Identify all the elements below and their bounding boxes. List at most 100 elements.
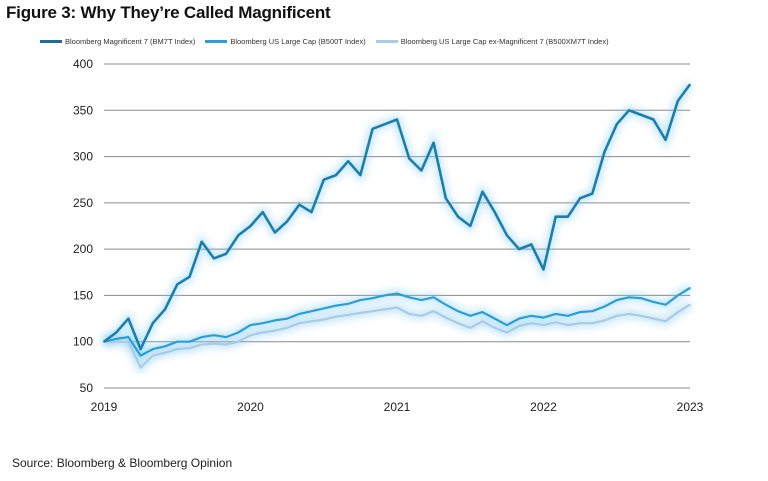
x-tick-label: 2023 xyxy=(677,400,704,414)
data-point-s2 xyxy=(200,343,203,346)
data-point-s2 xyxy=(640,314,642,317)
data-point-s1 xyxy=(542,316,545,319)
data-point-s1 xyxy=(249,324,252,326)
data-point-s1 xyxy=(591,310,594,312)
data-point-s1 xyxy=(188,340,191,343)
legend: Bloomberg Magnificent 7 (BM7T Index) Blo… xyxy=(40,37,609,46)
data-point-s1 xyxy=(408,296,411,299)
data-point-s1 xyxy=(506,324,508,326)
data-point-s2 xyxy=(628,313,630,315)
data-point-s0 xyxy=(554,215,557,218)
y-tick-label: 350 xyxy=(73,103,93,117)
data-point-s2 xyxy=(359,312,362,314)
data-point-s0 xyxy=(615,123,618,125)
data-point-s1 xyxy=(213,334,215,337)
x-tick-label: 2022 xyxy=(530,400,557,414)
data-point-s1 xyxy=(481,311,484,313)
data-point-s1 xyxy=(359,299,362,301)
data-point-s2 xyxy=(274,329,276,332)
data-point-s1 xyxy=(567,314,569,317)
data-point-s1 xyxy=(152,348,154,350)
legend-label: Bloomberg Magnificent 7 (BM7T Index) xyxy=(65,37,196,46)
data-point-s1 xyxy=(469,314,472,317)
data-point-s0 xyxy=(249,225,252,227)
data-point-s0 xyxy=(469,225,472,227)
data-point-s0 xyxy=(322,178,325,181)
data-point-s2 xyxy=(408,313,411,315)
legend-item-large-cap: Bloomberg US Large Cap (B500T Index) xyxy=(205,37,366,46)
data-point-s1 xyxy=(493,317,496,320)
data-point-s1 xyxy=(322,307,325,310)
data-point-s2 xyxy=(506,331,508,334)
data-point-s2 xyxy=(322,318,325,321)
series-glow-2 xyxy=(104,301,693,375)
data-point-s2 xyxy=(432,310,435,312)
data-point-s2 xyxy=(164,352,166,354)
data-point-s1 xyxy=(176,340,179,343)
data-point-s2 xyxy=(567,324,569,326)
legend-label: Bloomberg US Large Cap ex-Magnificent 7 … xyxy=(400,37,609,46)
y-tick-label: 150 xyxy=(73,288,93,302)
series-line-2 xyxy=(104,303,691,369)
data-point-s0 xyxy=(103,340,105,343)
data-point-s2 xyxy=(298,322,301,325)
data-point-s0 xyxy=(628,109,630,112)
legend-item-mag7: Bloomberg Magnificent 7 (BM7T Index) xyxy=(40,37,195,46)
source-note: Source: Bloomberg & Bloomberg Opinion xyxy=(12,456,233,470)
y-tick-label: 200 xyxy=(73,242,93,256)
data-point-s2 xyxy=(371,310,374,312)
data-point-s2 xyxy=(383,308,386,311)
data-point-s0 xyxy=(298,203,301,206)
data-point-s0 xyxy=(481,190,484,193)
data-point-s1 xyxy=(286,317,288,320)
data-point-s1 xyxy=(518,317,520,320)
data-point-s0 xyxy=(152,322,154,325)
data-point-s1 xyxy=(164,345,166,348)
legend-item-ex-mag7: Bloomberg US Large Cap ex-Magnificent 7 … xyxy=(375,37,609,46)
data-point-s0 xyxy=(676,100,679,102)
data-point-s0 xyxy=(457,215,459,218)
data-point-s2 xyxy=(591,322,594,325)
data-point-s2 xyxy=(689,303,691,306)
data-point-s1 xyxy=(603,305,606,308)
data-point-s1 xyxy=(310,310,313,312)
data-point-s0 xyxy=(506,234,508,237)
data-point-s0 xyxy=(408,157,411,160)
data-point-s1 xyxy=(676,294,679,297)
data-point-s0 xyxy=(591,192,594,195)
data-point-s0 xyxy=(127,317,130,320)
data-point-s1 xyxy=(139,354,142,357)
data-point-s1 xyxy=(432,296,435,299)
legend-swatch-ex-mag7 xyxy=(375,40,398,43)
data-point-s0 xyxy=(371,128,374,130)
data-point-s1 xyxy=(383,294,386,297)
y-tick-label: 400 xyxy=(73,57,93,71)
data-point-s0 xyxy=(579,197,581,200)
data-point-s0 xyxy=(652,118,655,121)
data-point-s0 xyxy=(286,220,288,223)
x-tick-label: 2021 xyxy=(384,400,411,414)
chart-title: Figure 3: Why They’re Called Magnificent xyxy=(6,3,331,22)
data-point-s0 xyxy=(261,211,264,213)
data-point-s1 xyxy=(554,313,557,315)
data-point-s2 xyxy=(457,322,459,325)
data-point-s1 xyxy=(127,336,130,338)
data-point-s1 xyxy=(274,319,276,322)
data-point-s2 xyxy=(615,314,618,317)
data-point-s1 xyxy=(347,302,349,305)
data-point-s2 xyxy=(188,347,191,349)
legend-swatch-large-cap xyxy=(205,40,228,43)
data-point-s2 xyxy=(225,343,227,346)
data-point-s2 xyxy=(603,319,606,322)
data-point-s2 xyxy=(249,334,252,337)
data-point-s1 xyxy=(115,338,118,340)
data-point-s2 xyxy=(213,342,215,345)
y-tick-label: 50 xyxy=(80,381,94,395)
data-point-s2 xyxy=(445,316,447,319)
y-tick-label: 100 xyxy=(73,335,93,349)
x-tick-label: 2019 xyxy=(91,400,118,414)
data-point-s1 xyxy=(225,336,227,338)
data-point-s0 xyxy=(445,197,447,200)
data-point-s0 xyxy=(115,331,118,334)
